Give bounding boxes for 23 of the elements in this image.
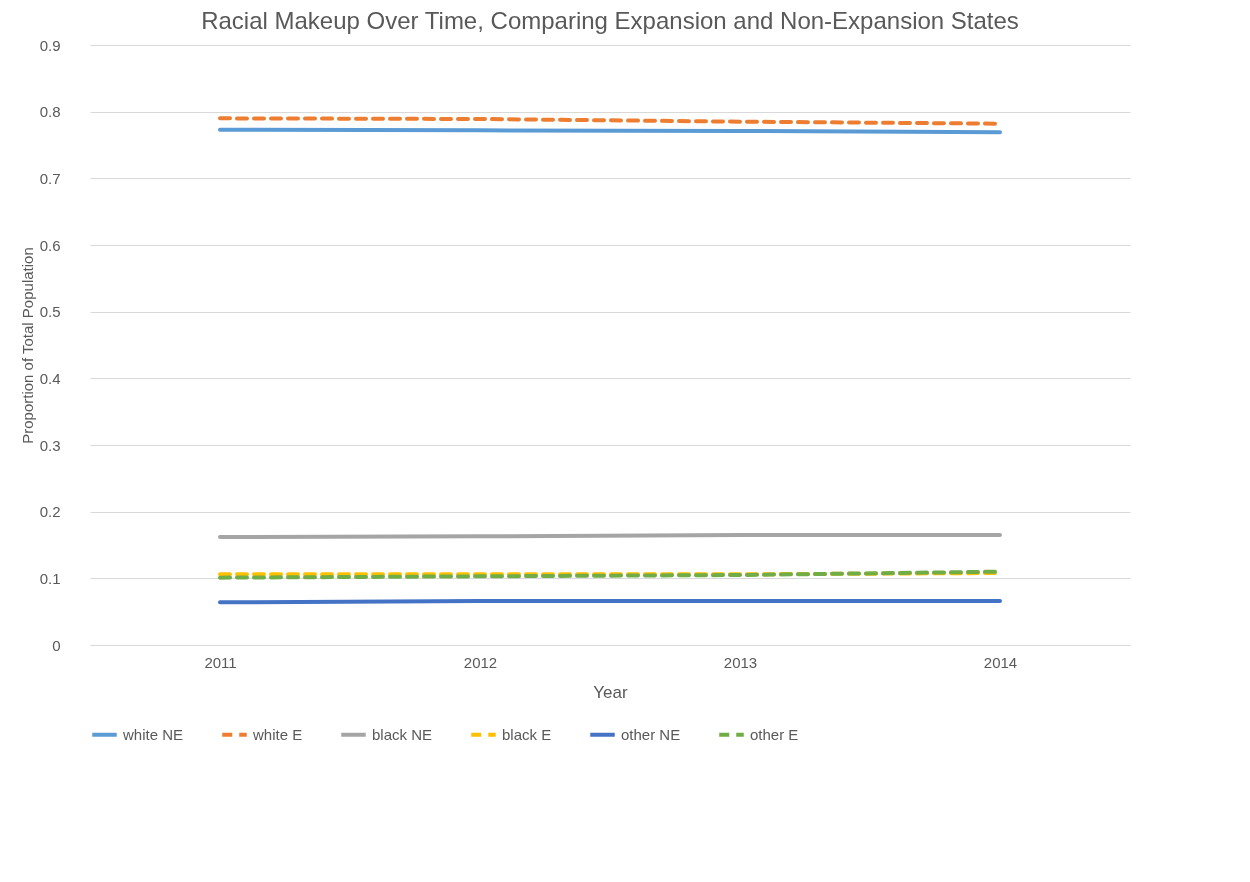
y-tick-label: 0.6 [39, 236, 61, 254]
y-tick-label: 0.4 [39, 369, 61, 387]
x-tick-label: 2013 [723, 653, 758, 671]
y-tick-label: 0.2 [39, 503, 61, 521]
y-tick-label: 0.3 [39, 436, 61, 454]
legend-label: black E [502, 725, 552, 743]
y-tick-label: 0.5 [39, 303, 61, 321]
y-tick-label: 0.8 [39, 103, 61, 121]
y-tick-label: 0 [52, 636, 61, 654]
legend-label: other E [750, 725, 799, 743]
x-tick-label: 2011 [204, 653, 237, 671]
legend-label: black NE [372, 725, 433, 743]
legend-label: other NE [621, 725, 681, 743]
y-axis-title: Proportion of Total Population [18, 247, 36, 444]
y-tick-label: 0.1 [39, 569, 61, 587]
x-tick-label: 2012 [463, 653, 498, 671]
y-tick-label: 0.9 [39, 36, 61, 54]
x-axis-title: Year [593, 682, 629, 702]
y-tick-label: 0.7 [39, 169, 61, 187]
legend-label: white E [252, 725, 303, 743]
x-tick-label: 2014 [983, 653, 1018, 671]
chart-title: Racial Makeup Over Time, Comparing Expansion and Non-Expansion States [201, 7, 1019, 34]
legend-label: white NE [122, 725, 184, 743]
